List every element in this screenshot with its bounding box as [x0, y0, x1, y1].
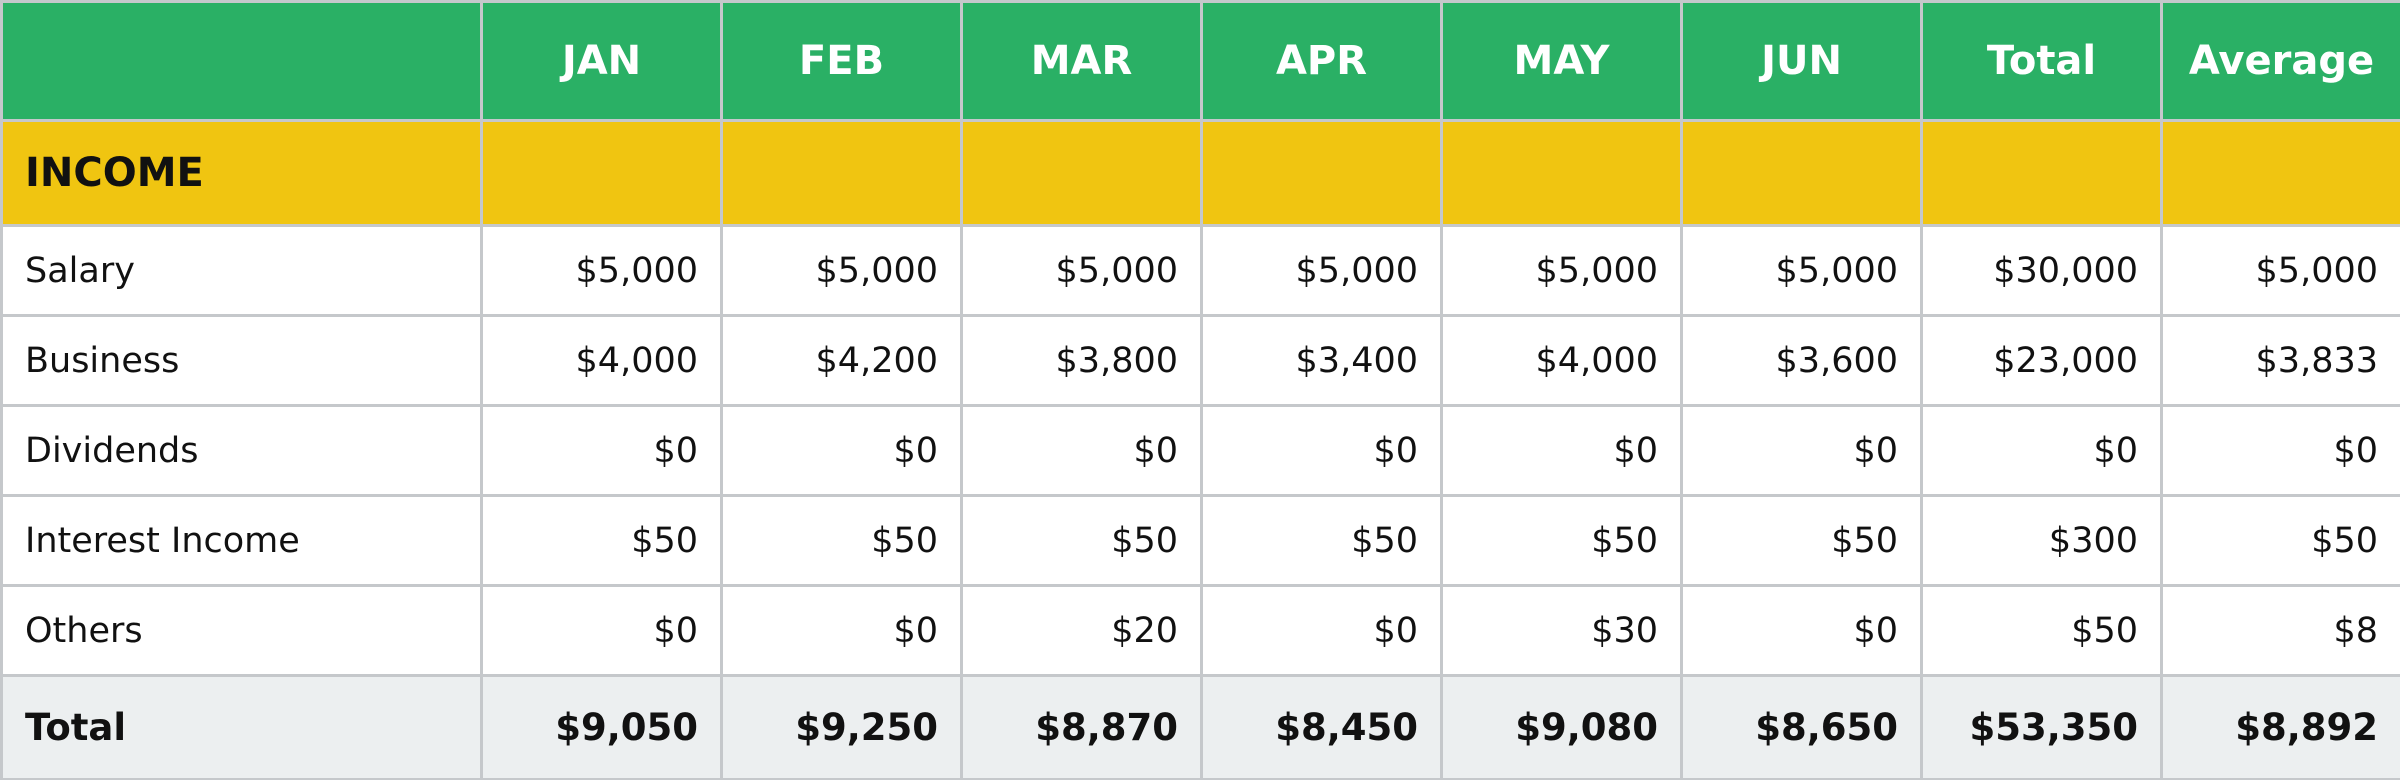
cell-jun[interactable]: $3,600: [1680, 314, 1923, 407]
total-total[interactable]: $53,350: [1920, 674, 2163, 780]
cell-mar[interactable]: $50: [960, 494, 1203, 587]
cell-may[interactable]: $0: [1440, 404, 1683, 497]
cell-feb[interactable]: $50: [720, 494, 963, 587]
header-feb[interactable]: FEB: [720, 0, 963, 122]
section-title[interactable]: INCOME: [0, 119, 483, 227]
cell-total[interactable]: $300: [1920, 494, 2163, 587]
row-label[interactable]: Dividends: [0, 404, 483, 497]
cell-feb[interactable]: $0: [720, 404, 963, 497]
cell-jun[interactable]: $0: [1680, 584, 1923, 677]
cell-total[interactable]: $23,000: [1920, 314, 2163, 407]
total-mar[interactable]: $8,870: [960, 674, 1203, 780]
total-average[interactable]: $8,892: [2160, 674, 2400, 780]
cell-mar[interactable]: $20: [960, 584, 1203, 677]
cell-apr[interactable]: $50: [1200, 494, 1443, 587]
total-may[interactable]: $9,080: [1440, 674, 1683, 780]
cell-feb[interactable]: $5,000: [720, 224, 963, 317]
header-row: JAN FEB MAR APR MAY JUN Total Average: [0, 0, 2400, 122]
cell-mar[interactable]: $0: [960, 404, 1203, 497]
cell-jan[interactable]: $0: [480, 404, 723, 497]
total-label[interactable]: Total: [0, 674, 483, 780]
header-jun[interactable]: JUN: [1680, 0, 1923, 122]
cell-jun[interactable]: $0: [1680, 404, 1923, 497]
cell-mar[interactable]: $5,000: [960, 224, 1203, 317]
section-cell[interactable]: [480, 119, 723, 227]
cell-may[interactable]: $5,000: [1440, 224, 1683, 317]
row-label[interactable]: Interest Income: [0, 494, 483, 587]
total-row: Total $9,050 $9,250 $8,870 $8,450 $9,080…: [0, 674, 2400, 780]
section-cell[interactable]: [1680, 119, 1923, 227]
cell-may[interactable]: $30: [1440, 584, 1683, 677]
cell-jun[interactable]: $50: [1680, 494, 1923, 587]
total-jan[interactable]: $9,050: [480, 674, 723, 780]
table-row-interest-income: Interest Income $50 $50 $50 $50 $50 $50 …: [0, 494, 2400, 587]
cell-jan[interactable]: $5,000: [480, 224, 723, 317]
cell-jun[interactable]: $5,000: [1680, 224, 1923, 317]
cell-average[interactable]: $0: [2160, 404, 2400, 497]
section-cell[interactable]: [1920, 119, 2163, 227]
cell-apr[interactable]: $0: [1200, 404, 1443, 497]
header-apr[interactable]: APR: [1200, 0, 1443, 122]
section-cell[interactable]: [1440, 119, 1683, 227]
cell-may[interactable]: $50: [1440, 494, 1683, 587]
row-label[interactable]: Salary: [0, 224, 483, 317]
cell-total[interactable]: $0: [1920, 404, 2163, 497]
table-row-others: Others $0 $0 $20 $0 $30 $0 $50 $8: [0, 584, 2400, 677]
total-jun[interactable]: $8,650: [1680, 674, 1923, 780]
header-may[interactable]: MAY: [1440, 0, 1683, 122]
total-feb[interactable]: $9,250: [720, 674, 963, 780]
cell-jan[interactable]: $4,000: [480, 314, 723, 407]
cell-total[interactable]: $50: [1920, 584, 2163, 677]
table-row-dividends: Dividends $0 $0 $0 $0 $0 $0 $0 $0: [0, 404, 2400, 497]
header-average[interactable]: Average: [2160, 0, 2400, 122]
section-cell[interactable]: [1200, 119, 1443, 227]
header-total[interactable]: Total: [1920, 0, 2163, 122]
cell-average[interactable]: $3,833: [2160, 314, 2400, 407]
section-row-income: INCOME: [0, 119, 2400, 227]
cell-feb[interactable]: $0: [720, 584, 963, 677]
cell-apr[interactable]: $5,000: [1200, 224, 1443, 317]
cell-average[interactable]: $5,000: [2160, 224, 2400, 317]
section-cell[interactable]: [960, 119, 1203, 227]
cell-jan[interactable]: $50: [480, 494, 723, 587]
total-apr[interactable]: $8,450: [1200, 674, 1443, 780]
cell-total[interactable]: $30,000: [1920, 224, 2163, 317]
cell-feb[interactable]: $4,200: [720, 314, 963, 407]
cell-apr[interactable]: $0: [1200, 584, 1443, 677]
cell-average[interactable]: $50: [2160, 494, 2400, 587]
cell-may[interactable]: $4,000: [1440, 314, 1683, 407]
cell-mar[interactable]: $3,800: [960, 314, 1203, 407]
header-mar[interactable]: MAR: [960, 0, 1203, 122]
row-label[interactable]: Others: [0, 584, 483, 677]
section-cell[interactable]: [720, 119, 963, 227]
table-row-salary: Salary $5,000 $5,000 $5,000 $5,000 $5,00…: [0, 224, 2400, 317]
row-label[interactable]: Business: [0, 314, 483, 407]
cell-jan[interactable]: $0: [480, 584, 723, 677]
table-row-business: Business $4,000 $4,200 $3,800 $3,400 $4,…: [0, 314, 2400, 407]
cell-apr[interactable]: $3,400: [1200, 314, 1443, 407]
header-corner-cell[interactable]: [0, 0, 483, 122]
cell-average[interactable]: $8: [2160, 584, 2400, 677]
section-cell[interactable]: [2160, 119, 2400, 227]
header-jan[interactable]: JAN: [480, 0, 723, 122]
